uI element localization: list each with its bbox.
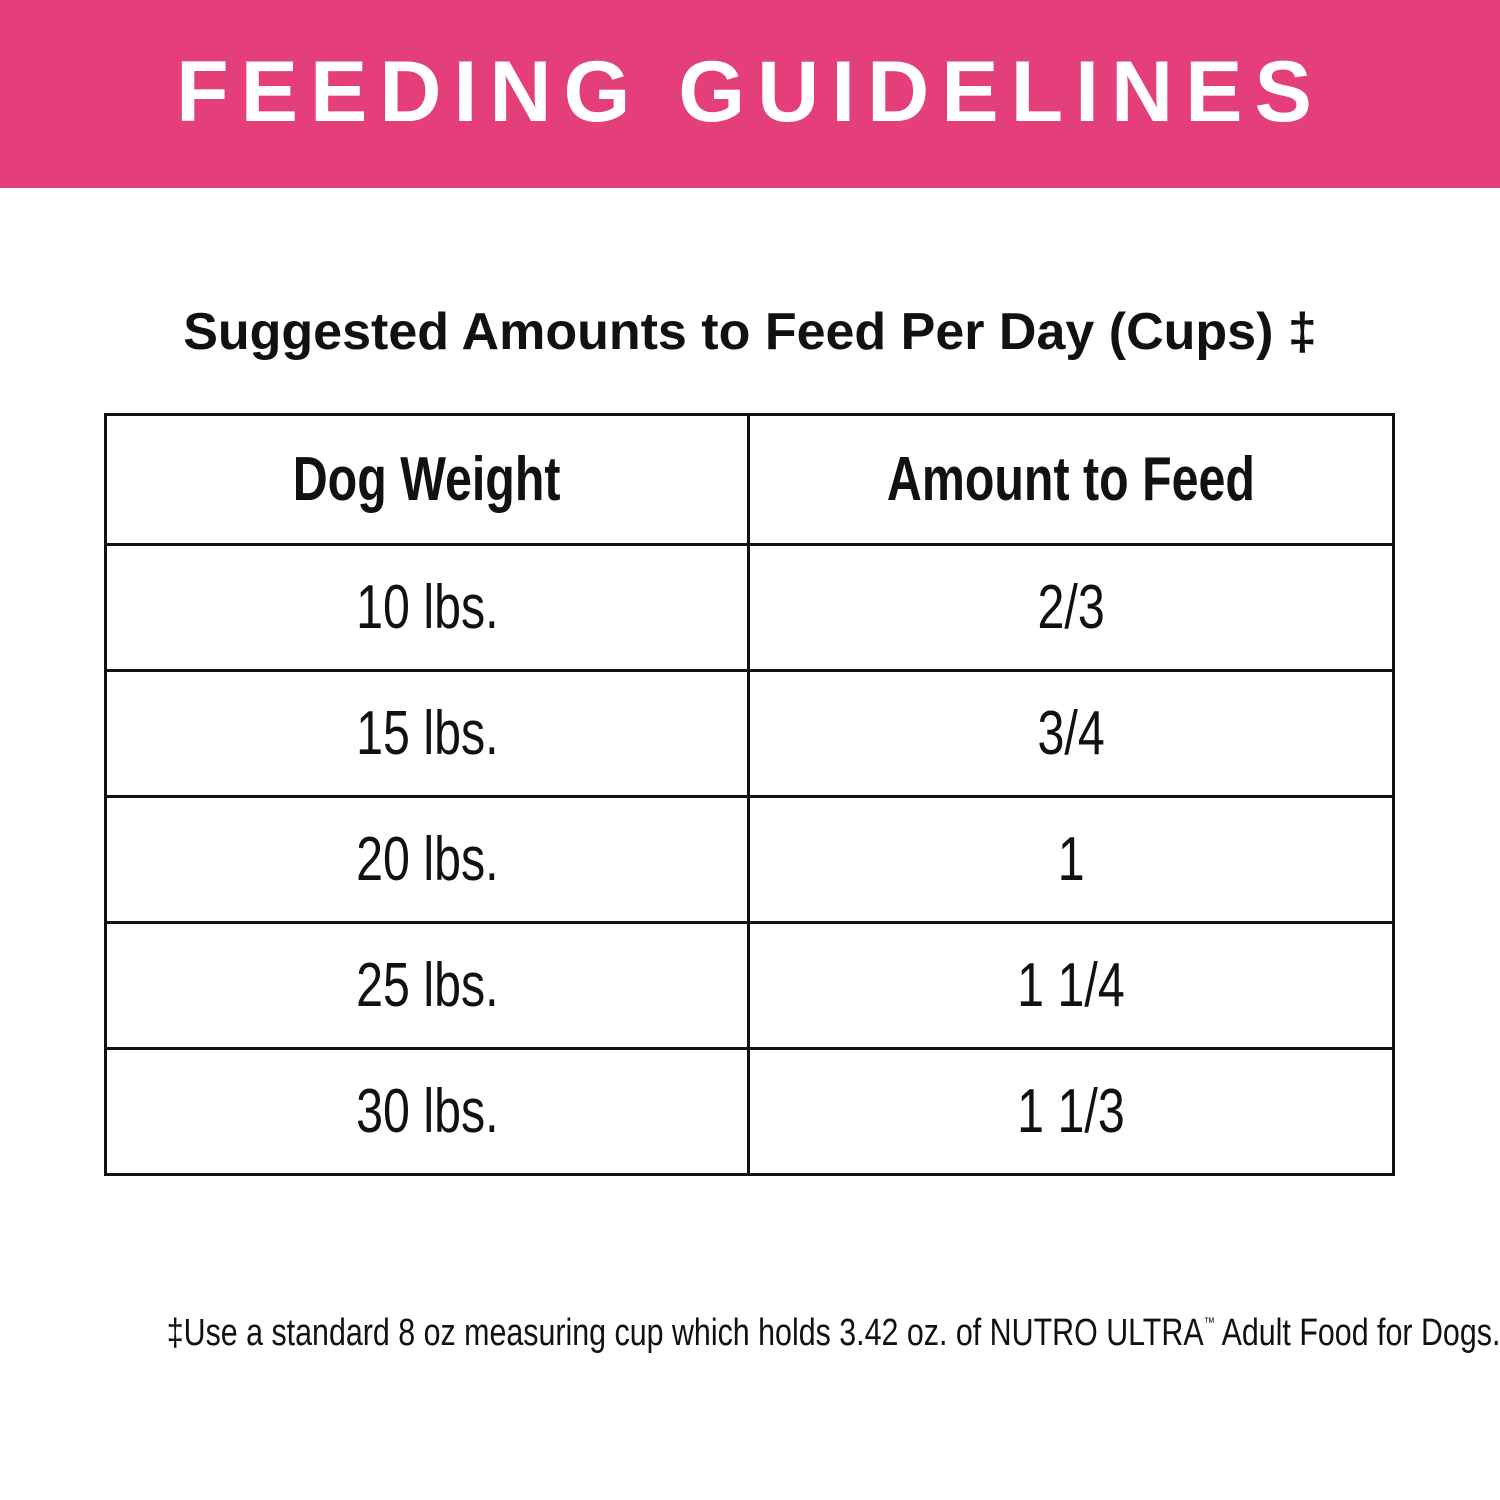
trademark: ™ [1203, 1314, 1215, 1330]
table-cell: 15 lbs. [104, 669, 750, 798]
header-text: Amount to Feed [886, 445, 1256, 514]
table-cell: 25 lbs. [104, 921, 750, 1050]
table-cell: 1 [747, 795, 1395, 924]
cell-text: 25 lbs. [355, 951, 499, 1020]
table-cell: 3/4 [747, 669, 1395, 798]
footnote-part: Adult Food for Dogs. [1214, 1312, 1500, 1354]
footnote-text: ‡Use a standard 8 oz measuring cup which… [167, 1298, 1500, 1357]
table-row: 25 lbs. 1 1/4 [104, 921, 1395, 1050]
table-cell: 2/3 [747, 543, 1395, 672]
subtitle: Suggested Amounts to Feed Per Day (Cups)… [183, 303, 1317, 361]
cell-text: 15 lbs. [355, 699, 499, 768]
table-cell: 20 lbs. [104, 795, 750, 924]
header-text: Dog Weight [293, 445, 561, 514]
column-header: Dog Weight [104, 413, 750, 546]
footnote: ‡Use a standard 8 oz measuring cup which… [0, 1298, 1500, 1357]
table-cell: 10 lbs. [104, 543, 750, 672]
cell-text: 2/3 [1037, 573, 1105, 642]
header-row: Dog Weight Amount to Feed [104, 413, 1395, 546]
title: FEEDING GUIDELINES [176, 44, 1324, 140]
cell-text: 20 lbs. [355, 825, 499, 894]
cell-text: 1 [1057, 825, 1085, 894]
cell-text: 30 lbs. [355, 1077, 499, 1146]
table-row: 30 lbs. 1 1/3 [104, 1047, 1395, 1176]
table-cell: 1 1/3 [747, 1047, 1395, 1176]
table-cell: 1 1/4 [747, 921, 1395, 1050]
table-row: 20 lbs. 1 [104, 795, 1395, 924]
table-cell: 30 lbs. [104, 1047, 750, 1176]
table-row: 15 lbs. 3/4 [104, 669, 1395, 798]
cell-text: 3/4 [1037, 699, 1105, 768]
header-band [0, 0, 1500, 188]
footnote-part: ‡Use a standard 8 oz measuring cup which… [166, 1312, 1204, 1354]
table-row: 10 lbs. 2/3 [104, 543, 1395, 672]
cell-text: 10 lbs. [355, 573, 499, 642]
column-header: Amount to Feed [747, 413, 1395, 546]
cell-text: 1 1/3 [1017, 1077, 1125, 1146]
table-body: 10 lbs. 2/3 15 lbs. 3/4 20 lbs. 1 25 lbs. 1 1/4… [104, 543, 1395, 1176]
cell-text: 1 1/4 [1017, 951, 1125, 1020]
feeding-table: Dog Weight Amount to Feed 10 lbs. 2/3 15 l… [104, 413, 1395, 1176]
